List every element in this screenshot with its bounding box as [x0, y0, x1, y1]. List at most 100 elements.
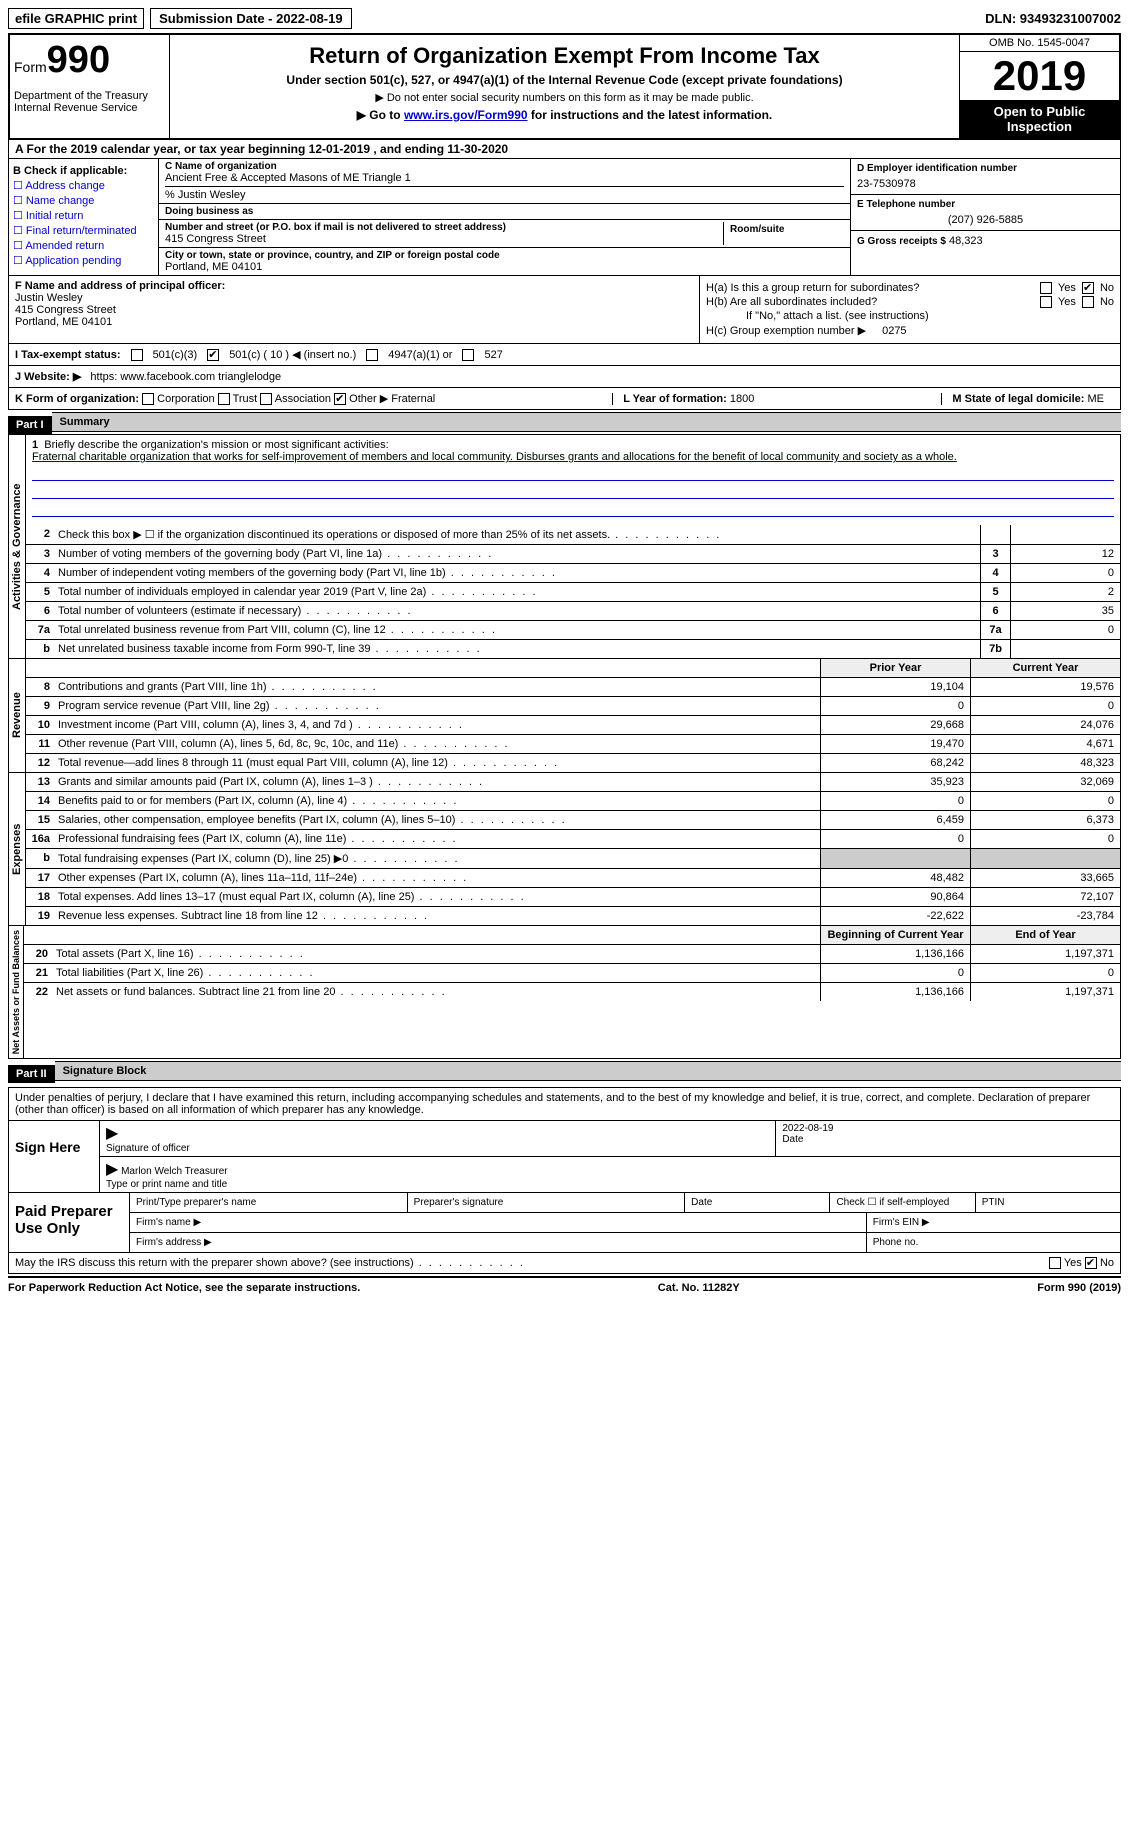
line-num: 6 — [26, 602, 54, 620]
line-text: Salaries, other compensation, employee b… — [54, 811, 820, 829]
gov-row: 4 Number of independent voting members o… — [26, 564, 1120, 583]
current-value: 0 — [970, 964, 1120, 982]
org-name-row: C Name of organization Ancient Free & Ac… — [159, 159, 850, 204]
line-text: Benefits paid to or for members (Part IX… — [54, 792, 820, 810]
fh-grid: F Name and address of principal officer:… — [8, 276, 1121, 344]
i-501c-checkbox[interactable] — [207, 349, 219, 361]
ha-yes-checkbox[interactable] — [1040, 282, 1052, 294]
goto-link[interactable]: www.irs.gov/Form990 — [404, 108, 528, 122]
prior-value: 19,470 — [820, 735, 970, 753]
efile-label[interactable]: efile GRAPHIC print — [8, 8, 144, 29]
summary-revenue: Revenue Prior Year Current Year 8 Contri… — [8, 659, 1121, 773]
ein-value: 23-7530978 — [857, 178, 1114, 190]
discuss-row: May the IRS discuss this return with the… — [8, 1253, 1121, 1274]
tax-exempt-label: I Tax-exempt status: — [15, 349, 121, 361]
officer-name-label: Type or print name and title — [106, 1179, 227, 1190]
current-value: 72,107 — [970, 888, 1120, 906]
city-row: City or town, state or province, country… — [159, 248, 850, 275]
current-value: 0 — [970, 830, 1120, 848]
data-row: 11 Other revenue (Part VIII, column (A),… — [26, 735, 1120, 754]
line-text: Contributions and grants (Part VIII, lin… — [54, 678, 820, 696]
gov-row: b Net unrelated business taxable income … — [26, 640, 1120, 658]
section-c: C Name of organization Ancient Free & Ac… — [159, 159, 850, 275]
line-text: Revenue less expenses. Subtract line 18 … — [54, 907, 820, 925]
hb-note: If "No," attach a list. (see instruction… — [706, 310, 1114, 322]
signature-cell[interactable]: ▶ Signature of officer — [99, 1121, 775, 1156]
current-value: 0 — [970, 792, 1120, 810]
section-e: E Telephone number (207) 926-5885 — [851, 195, 1120, 231]
l-label: L Year of formation: — [623, 393, 727, 405]
k-trust-checkbox[interactable] — [218, 393, 230, 405]
prep-name-label: Print/Type preparer's name — [129, 1193, 407, 1212]
discuss-no-checkbox[interactable] — [1085, 1257, 1097, 1269]
cat-no: Cat. No. 11282Y — [658, 1282, 740, 1294]
chk-address-label: Address change — [25, 180, 105, 192]
website-value[interactable]: https: www.facebook.com trianglelodge — [90, 371, 281, 383]
line-value: 0 — [1010, 621, 1120, 639]
sign-here-label: Sign Here — [9, 1121, 99, 1192]
i-501c3-checkbox[interactable] — [131, 349, 143, 361]
officer-signed-name: Marlon Welch Treasurer — [121, 1166, 228, 1177]
chk-amended[interactable]: ☐ Amended return — [13, 239, 154, 252]
line-box: 6 — [980, 602, 1010, 620]
i-527-checkbox[interactable] — [462, 349, 474, 361]
line-num: b — [26, 640, 54, 658]
section-d: D Employer identification number 23-7530… — [851, 159, 1120, 195]
line-num: 17 — [26, 869, 54, 887]
rev-header: Prior Year Current Year — [26, 659, 1120, 678]
sign-date-value: 2022-08-19 — [782, 1123, 833, 1134]
line-num: 11 — [26, 735, 54, 753]
ha-no-checkbox[interactable] — [1082, 282, 1094, 294]
gov-row: 5 Total number of individuals employed i… — [26, 583, 1120, 602]
data-row: 21 Total liabilities (Part X, line 26) 0… — [24, 964, 1120, 983]
prior-value: 0 — [820, 964, 970, 982]
prior-value: 6,459 — [820, 811, 970, 829]
sign-here-grid: Sign Here ▶ Signature of officer 2022-08… — [9, 1121, 1120, 1192]
line-num: 15 — [26, 811, 54, 829]
prep-ptin-label: PTIN — [975, 1193, 1120, 1212]
section-k: K Form of organization: Corporation Trus… — [15, 392, 435, 405]
gov-row: 6 Total number of volunteers (estimate i… — [26, 602, 1120, 621]
prior-value: 1,136,166 — [820, 983, 970, 1001]
vtab-expenses: Expenses — [9, 773, 26, 925]
line-num: 4 — [26, 564, 54, 582]
chk-address[interactable]: ☐ Address change — [13, 179, 154, 192]
prior-value: 35,923 — [820, 773, 970, 791]
line-box: 4 — [980, 564, 1010, 582]
summary-netassets: Net Assets or Fund Balances Beginning of… — [8, 926, 1121, 1059]
chk-initial[interactable]: ☐ Initial return — [13, 209, 154, 222]
addr-label: Number and street (or P.O. box if mail i… — [165, 222, 723, 233]
hb-yes-checkbox[interactable] — [1040, 296, 1052, 308]
current-value: 24,076 — [970, 716, 1120, 734]
street-address: 415 Congress Street — [165, 233, 723, 245]
org-name-label: C Name of organization — [165, 161, 844, 172]
hc-label: H(c) Group exemption number ▶ — [706, 324, 866, 337]
hb-no-checkbox[interactable] — [1082, 296, 1094, 308]
k-other-checkbox[interactable] — [334, 393, 346, 405]
prior-value: 48,482 — [820, 869, 970, 887]
k-corp-checkbox[interactable] — [142, 393, 154, 405]
website-label: J Website: ▶ — [15, 371, 81, 383]
prior-value: 0 — [820, 830, 970, 848]
i-4947-checkbox[interactable] — [366, 349, 378, 361]
preparer-grid: Paid Preparer Use Only Print/Type prepar… — [9, 1192, 1120, 1252]
k-assoc-checkbox[interactable] — [260, 393, 272, 405]
chk-final[interactable]: ☐ Final return/terminated — [13, 224, 154, 237]
mission-text: Fraternal charitable organization that w… — [32, 451, 1114, 463]
line-num: 5 — [26, 583, 54, 601]
chk-pending[interactable]: ☐ Application pending — [13, 254, 154, 267]
section-f: F Name and address of principal officer:… — [9, 276, 700, 343]
line-text: Total unrelated business revenue from Pa… — [54, 621, 980, 639]
discuss-yes-checkbox[interactable] — [1049, 1257, 1061, 1269]
current-value: 1,197,371 — [970, 945, 1120, 963]
summary-governance: Activities & Governance 1 Briefly descri… — [8, 434, 1121, 659]
k-trust: Trust — [233, 393, 258, 405]
ein-label: D Employer identification number — [857, 163, 1114, 174]
part2-num: Part II — [8, 1065, 55, 1083]
h-b: H(b) Are all subordinates included? Yes … — [706, 296, 1114, 308]
chk-pending-label: Application pending — [25, 255, 121, 267]
chk-name[interactable]: ☐ Name change — [13, 194, 154, 207]
data-row: 19 Revenue less expenses. Subtract line … — [26, 907, 1120, 925]
paperwork-text: For Paperwork Reduction Act Notice, see … — [8, 1282, 360, 1294]
discuss-no: No — [1100, 1257, 1114, 1269]
